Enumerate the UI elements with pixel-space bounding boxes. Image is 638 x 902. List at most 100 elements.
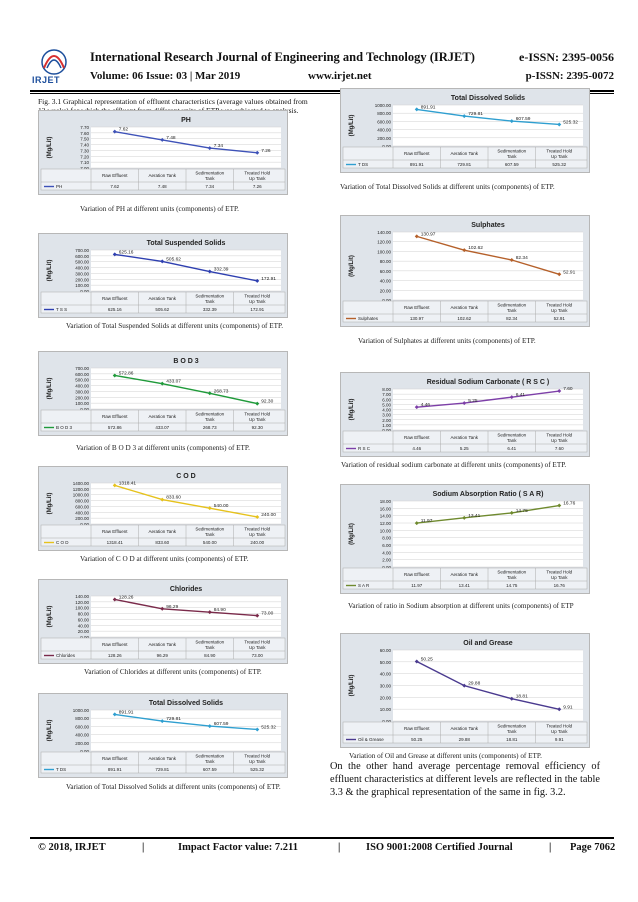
category-label: Tank — [507, 308, 517, 313]
data-point — [557, 122, 562, 127]
chart-cod: C O D 1400.00 1200.00 1000.00 800.00 600.00 40… — [38, 466, 288, 551]
table-value: 240.00 — [250, 540, 264, 545]
category-label: Treated Hold — [546, 149, 572, 154]
y-tick-label: 0.00 — [80, 407, 89, 412]
legend-label: PH — [56, 184, 62, 189]
category-label: Treated Hold — [244, 640, 270, 645]
category-label: Raw Effluent — [404, 151, 430, 156]
data-point — [160, 259, 165, 264]
data-point — [112, 129, 117, 134]
y-tick-label: 0.00 — [382, 719, 391, 724]
table-value: 7.48 — [158, 184, 167, 189]
table-value: 13.41 — [459, 583, 471, 588]
y-tick-label: 60.00 — [380, 648, 392, 653]
caption-bod: Variation of B O D 3 at different units … — [76, 444, 250, 452]
y-axis-label: (Mg/Lit) — [349, 255, 355, 277]
data-label: 891.91 — [421, 104, 436, 110]
category-label: Aeration Tank — [149, 296, 177, 301]
footer-sep: | — [549, 842, 552, 853]
table-value: 7.62 — [110, 184, 119, 189]
table-value: 7.34 — [205, 184, 214, 189]
data-label: 332.39 — [214, 267, 229, 273]
y-axis-label: (Mg/Lit) — [47, 137, 53, 159]
table-value: 16.76 — [554, 583, 566, 588]
chart-svg: Total Dissolved Solids 1000.00 800.00 600.0… — [342, 95, 588, 169]
legend-label: T DS — [358, 162, 368, 167]
chart-title: Total Dissolved Solids — [451, 95, 525, 102]
category-label: Sedimentation — [195, 527, 224, 532]
y-tick-label: 7.50 — [80, 137, 89, 142]
footer-sep: | — [338, 842, 341, 853]
data-point — [509, 119, 514, 124]
y-tick-label: 400.00 — [75, 510, 89, 515]
y-tick-label: 300.00 — [75, 389, 89, 394]
data-point — [414, 234, 419, 239]
category-label: Aeration Tank — [451, 572, 479, 577]
category-label: Raw Effluent — [102, 756, 128, 761]
legend-label: Sulphates — [358, 316, 379, 321]
y-tick-label: 8.00 — [382, 387, 391, 392]
y-tick-label: 2.00 — [382, 558, 391, 563]
legend-label: T DS — [56, 767, 66, 772]
chart-svg: Total Suspended Solids 700.00600.00500.00… — [40, 240, 286, 314]
data-point — [255, 514, 260, 519]
data-label: 833.60 — [166, 495, 181, 501]
header-rule — [30, 90, 614, 92]
data-point — [160, 381, 165, 386]
y-axis-label: (Mg/Lit) — [47, 378, 53, 400]
category-label: Sedimentation — [497, 570, 526, 575]
y-tick-label: 10.00 — [380, 707, 392, 712]
table-value: 172.91 — [250, 307, 264, 312]
y-tick-label: 600.00 — [75, 504, 89, 509]
y-tick-label: 30.00 — [380, 684, 392, 689]
table-value: 102.62 — [457, 316, 471, 321]
footer-iso: ISO 9001:2008 Certified Journal — [366, 842, 513, 853]
y-tick-label: 100.00 — [377, 249, 391, 254]
y-tick-label: 50.00 — [380, 660, 392, 665]
data-label: 7.48 — [166, 135, 176, 141]
y-tick-label: 60.00 — [380, 269, 392, 274]
chart-title: C O D — [176, 473, 195, 480]
plot-area — [91, 710, 281, 751]
y-tick-label: 4.00 — [382, 408, 391, 413]
data-label: 128.26 — [119, 594, 134, 600]
y-tick-label: 80.00 — [78, 612, 90, 617]
y-tick-label: 800.00 — [75, 499, 89, 504]
table-value: 891.91 — [410, 162, 424, 167]
data-label: 11.97 — [421, 518, 433, 524]
y-tick-label: 20.00 — [78, 629, 90, 634]
table-value: 540.00 — [203, 540, 217, 545]
category-label: Sedimentation — [195, 412, 224, 417]
category-label: Aeration Tank — [149, 414, 177, 419]
table-value: 92.30 — [252, 425, 264, 430]
category-label: Tank — [205, 299, 215, 304]
y-tick-label: 20.00 — [380, 695, 392, 700]
category-label: Up Tank — [551, 575, 568, 580]
y-tick-label: 7.70 — [80, 125, 89, 130]
data-label: 525.32 — [261, 724, 276, 730]
data-label: 92.30 — [261, 399, 273, 405]
legend-label: T S S — [56, 307, 67, 312]
category-label: Sedimentation — [497, 724, 526, 729]
plot-area — [393, 105, 583, 146]
journal-url[interactable]: www.irjet.net — [308, 70, 372, 82]
data-label: 96.29 — [166, 604, 178, 610]
data-label: 625.16 — [119, 249, 134, 255]
series-line — [114, 713, 258, 731]
data-point — [557, 503, 562, 508]
chart-title: Residual Sodium Carbonate ( R S C ) — [427, 379, 550, 386]
data-table — [40, 524, 286, 547]
table-value: 84.90 — [204, 653, 216, 658]
y-tick-label: 200.00 — [75, 516, 89, 521]
table-value: 268.73 — [203, 425, 217, 430]
y-tick-label: 7.60 — [80, 131, 89, 136]
category-label: Raw Effluent — [102, 414, 128, 419]
category-label: Treated Hold — [546, 724, 572, 729]
y-tick-label: 3.00 — [382, 413, 391, 418]
series-line — [114, 253, 258, 282]
y-tick-label: 200.00 — [75, 741, 89, 746]
data-label: 607.59 — [516, 116, 531, 122]
y-tick-label: 200.00 — [75, 277, 89, 282]
pissn: p-ISSN: 2395-0072 — [525, 70, 614, 82]
data-label: 572.86 — [119, 370, 134, 376]
